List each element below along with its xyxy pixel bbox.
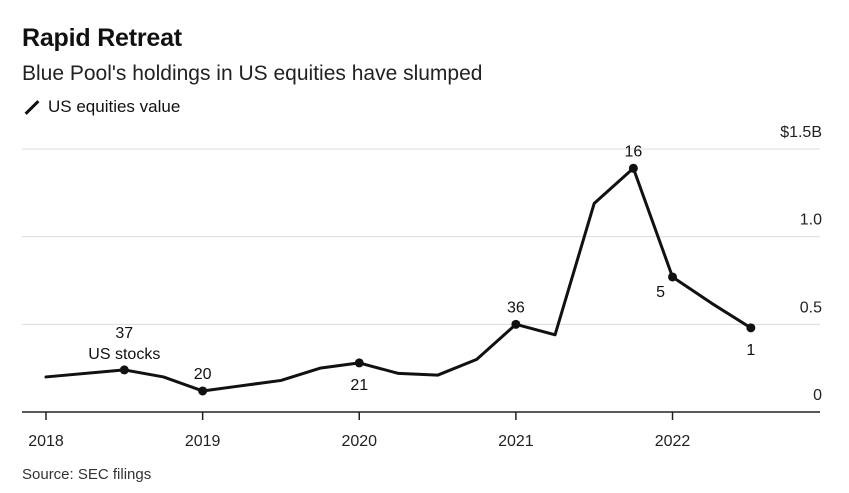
legend: US equities value [22,97,180,117]
data-point-marker [668,272,678,282]
x-tick-label: 2022 [655,433,691,450]
data-label: US stocks [88,346,160,363]
x-tick-label: 2021 [498,433,534,450]
legend-label: US equities value [48,97,181,116]
x-tick-label: 2019 [185,433,221,450]
data-point-marker [511,319,521,329]
data-label: 21 [350,377,368,394]
x-tick-label: 2020 [341,433,377,450]
y-tick-label: 0 [813,387,822,404]
y-tick-label: 1.0 [800,212,822,229]
data-point-marker [628,163,638,173]
data-label: 5 [656,284,665,301]
data-label: 16 [624,143,642,160]
chart-subtitle: Blue Pool's holdings in US equities have… [22,62,483,85]
data-point-marker [354,358,364,368]
data-label: 1 [746,342,755,359]
data-point-marker [198,386,208,396]
data-point-marker [746,323,756,333]
data-point-marker [119,365,129,375]
data-label: 20 [194,366,212,383]
source-note: Source: SEC filings [22,466,152,483]
series-line-us-equities-value [44,166,753,393]
y-tick-label: 0.5 [800,299,822,316]
y-tick-label: $1.5B [780,124,822,141]
data-label: 37 [115,325,133,342]
data-label: 36 [507,299,525,316]
x-tick-label: 2018 [28,433,64,450]
chart-title: Rapid Retreat [22,24,182,52]
